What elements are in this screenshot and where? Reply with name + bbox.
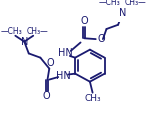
Text: CH₃: CH₃ <box>84 94 101 103</box>
Text: CH₃—: CH₃— <box>124 0 146 7</box>
Text: HN: HN <box>56 71 71 81</box>
Text: —CH₃: —CH₃ <box>98 0 120 7</box>
Text: O: O <box>80 16 88 26</box>
Text: —CH₃: —CH₃ <box>1 27 23 36</box>
Text: N: N <box>21 37 28 47</box>
Text: HN: HN <box>58 48 73 58</box>
Text: O: O <box>97 34 105 44</box>
Text: O: O <box>46 58 54 68</box>
Text: N: N <box>119 8 126 18</box>
Text: CH₃—: CH₃— <box>27 27 49 36</box>
Text: O: O <box>43 91 50 101</box>
